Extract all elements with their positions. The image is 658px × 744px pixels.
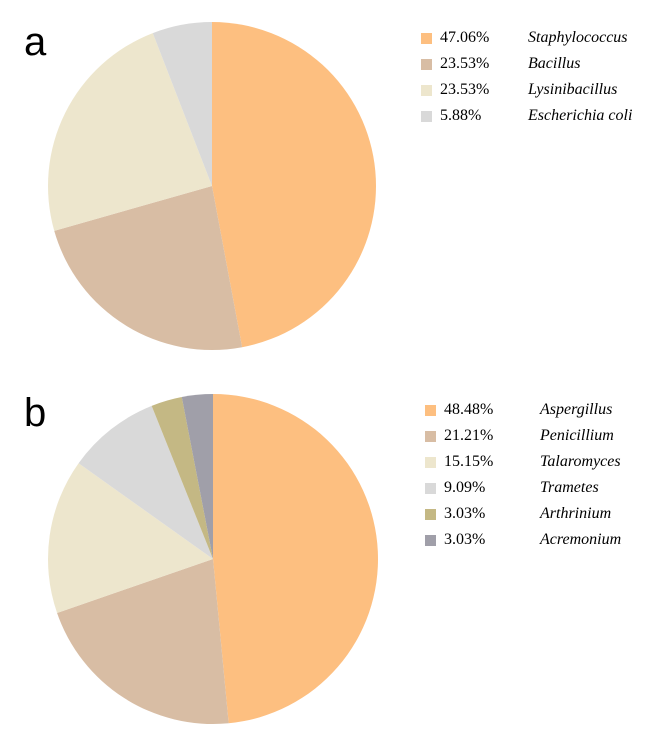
- legend-b: 48.48% Aspergillus 21.21% Penicillium 15.15%…: [425, 397, 621, 553]
- legend-percent: 15.15%: [444, 453, 494, 470]
- panel-label-a: a: [24, 20, 47, 64]
- legend-item: 23.53% Bacillus: [421, 51, 632, 77]
- legend-label: Penicillium: [540, 427, 614, 444]
- legend-swatch: [425, 534, 436, 546]
- legend-label: Aspergillus: [540, 401, 613, 418]
- legend-item: 3.03% Acremonium: [425, 527, 621, 553]
- legend-label: Trametes: [540, 479, 599, 496]
- legend-percent: 5.88%: [440, 107, 482, 124]
- pie-slice-arthrinium: [151, 396, 213, 559]
- legend-item: 21.21% Penicillium: [425, 423, 621, 449]
- legend-item: 5.88% Escherichia coli: [421, 103, 632, 129]
- legend-item: 3.03% Arthrinium: [425, 501, 621, 527]
- legend-label: Staphylococcus: [528, 29, 628, 46]
- pie-slice-penicillium: [57, 559, 229, 724]
- pie-slice-bacillus: [54, 186, 243, 350]
- legend-swatch: [421, 32, 432, 44]
- pie-slice-acremonium: [181, 394, 213, 559]
- legend-swatch: [421, 84, 432, 96]
- legend-swatch: [425, 482, 436, 494]
- pie-slice-lysinibacillus: [48, 33, 213, 231]
- legend-swatch: [425, 508, 436, 520]
- legend-percent: 23.53%: [440, 81, 490, 98]
- legend-swatch: [421, 110, 432, 122]
- pie-slice-staphylococcus: [212, 22, 376, 348]
- legend-percent: 9.09%: [444, 479, 486, 496]
- pie-slice-trametes: [78, 405, 213, 559]
- legend-label: Lysinibacillus: [528, 81, 618, 98]
- legend-item: 23.53% Lysinibacillus: [421, 77, 632, 103]
- legend-swatch: [425, 456, 436, 468]
- legend-label: Acremonium: [540, 531, 622, 548]
- legend-item: 48.48% Aspergillus: [425, 397, 621, 423]
- pie-slice-escherichia-coli: [152, 22, 212, 186]
- legend-percent: 23.53%: [440, 55, 490, 72]
- legend-percent: 3.03%: [444, 531, 486, 548]
- legend-swatch: [421, 58, 432, 70]
- legend-percent: 21.21%: [444, 427, 494, 444]
- legend-item: 15.15% Talaromyces: [425, 449, 621, 475]
- legend-item: 9.09% Trametes: [425, 475, 621, 501]
- legend-a: 47.06% Staphylococcus 23.53% Bacillus 23.53%…: [421, 25, 632, 129]
- legend-item: 47.06% Staphylococcus: [421, 25, 632, 51]
- panel-label-b: b: [24, 391, 47, 435]
- legend-label: Talaromyces: [540, 453, 621, 470]
- legend-percent: 48.48%: [444, 401, 494, 418]
- legend-swatch: [425, 404, 436, 416]
- legend-label: Bacillus: [528, 55, 581, 72]
- legend-percent: 3.03%: [444, 505, 486, 522]
- pie-slice-talaromyces: [47, 463, 214, 613]
- legend-swatch: [425, 430, 436, 442]
- legend-label: Escherichia coli: [528, 107, 633, 124]
- pie-slice-aspergillus: [213, 394, 378, 724]
- legend-percent: 47.06%: [440, 29, 490, 46]
- legend-label: Arthrinium: [540, 505, 612, 522]
